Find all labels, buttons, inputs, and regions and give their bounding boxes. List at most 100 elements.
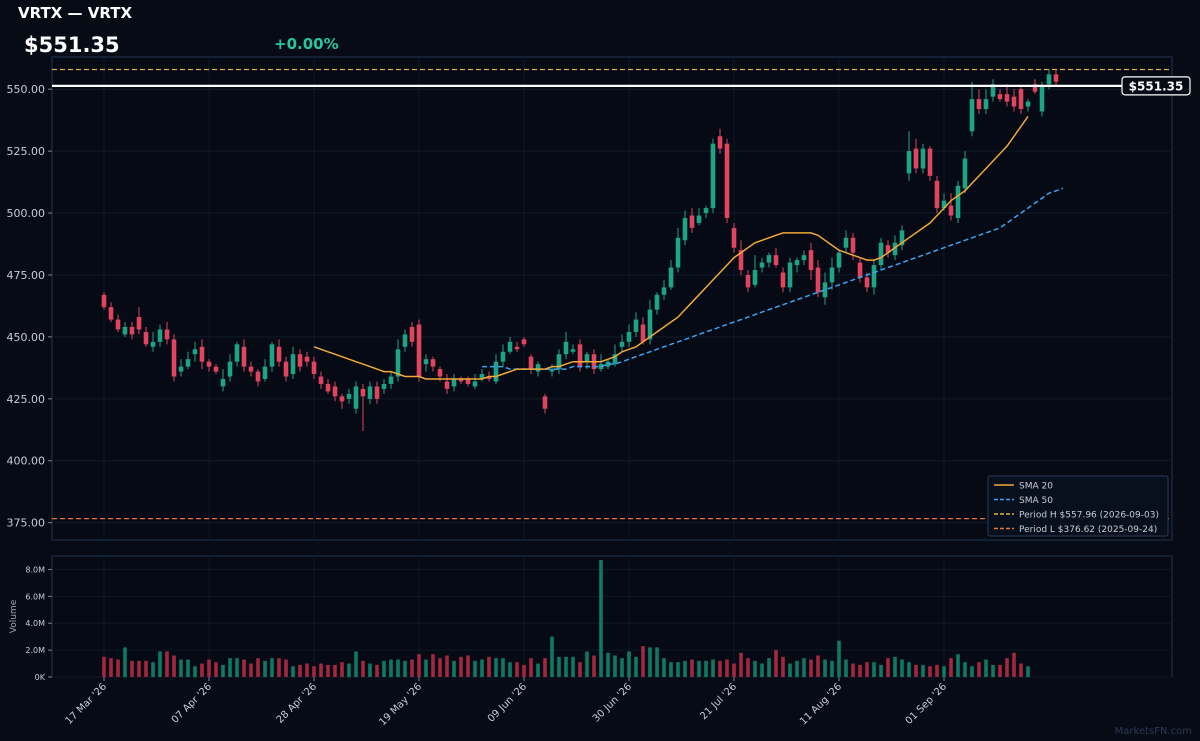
candle-body xyxy=(311,361,317,375)
volume-bar xyxy=(151,662,155,677)
volume-bar xyxy=(648,647,652,677)
candle-body xyxy=(647,309,653,340)
volume-bar xyxy=(809,659,813,677)
price-tick-label: 425.00 xyxy=(7,393,46,406)
x-tick-label: 17 Mar '26 xyxy=(64,681,110,727)
volume-bar xyxy=(277,658,281,677)
volume-bar xyxy=(914,664,918,677)
legend-label: Period H $557.96 (2026-09-03) xyxy=(1019,511,1159,521)
candle-body xyxy=(395,349,401,377)
candle-body xyxy=(787,262,793,288)
volume-bar xyxy=(1012,652,1016,677)
volume-bar xyxy=(837,640,841,677)
candle-body xyxy=(318,376,324,384)
volume-bar xyxy=(893,656,897,677)
candle-body xyxy=(1004,94,1010,102)
candle-body xyxy=(388,376,394,384)
volume-bar xyxy=(382,660,386,677)
volume-bar xyxy=(788,663,792,677)
candle-body xyxy=(948,205,954,216)
candle-body xyxy=(374,386,380,399)
volume-bar xyxy=(669,662,673,677)
candle-body xyxy=(122,326,128,335)
volume-bar xyxy=(410,659,414,677)
volume-bar xyxy=(165,651,169,677)
price-tick-label: 400.00 xyxy=(7,455,46,468)
volume-bar xyxy=(781,656,785,677)
volume-bar xyxy=(690,659,694,677)
volume-bar xyxy=(522,664,526,677)
candle-body xyxy=(955,185,961,218)
candle-body xyxy=(1039,86,1045,112)
candle-body xyxy=(969,99,975,132)
volume-bar xyxy=(739,652,743,677)
volume-bar xyxy=(760,663,764,677)
volume-bar xyxy=(312,666,316,677)
volume-bar xyxy=(711,659,715,677)
candle-body xyxy=(381,383,387,389)
candle-body xyxy=(745,274,751,288)
legend: SMA 20 SMA 50 Period H $557.96 (2026-09-03… xyxy=(987,475,1169,537)
price-tick-label: 525.00 xyxy=(7,145,46,158)
volume-bar xyxy=(578,662,582,677)
chart-title: VRTX — VRTX xyxy=(18,4,133,22)
volume-bar xyxy=(368,663,372,677)
candle-body xyxy=(472,381,478,387)
volume-axis-label: Volume xyxy=(9,599,19,633)
candle-body xyxy=(668,267,674,288)
volume-bar xyxy=(291,666,295,677)
volume-bar xyxy=(963,662,967,677)
candle-body xyxy=(584,354,590,362)
volume-bar xyxy=(256,658,260,677)
candle-body xyxy=(1053,74,1059,82)
volume-bar xyxy=(515,662,519,677)
candle-body xyxy=(773,255,779,266)
volume-bar xyxy=(998,664,1002,677)
volume-bar xyxy=(431,654,435,677)
volume-bar xyxy=(228,658,232,677)
volume-bar xyxy=(340,662,344,677)
volume-bar xyxy=(137,660,141,677)
volume-bar xyxy=(662,658,666,677)
volume-bar xyxy=(935,664,939,677)
candle-body xyxy=(892,242,898,256)
volume-bar xyxy=(886,658,890,677)
volume-bar xyxy=(725,659,729,677)
x-tick-label: 21 Jul '26 xyxy=(698,681,739,722)
candle-body xyxy=(234,344,240,362)
candle-body xyxy=(724,143,730,218)
price-tick-label: 475.00 xyxy=(7,269,46,282)
volume-bar xyxy=(529,658,533,677)
candle-body xyxy=(689,215,695,228)
volume-bar xyxy=(851,663,855,677)
volume-bar xyxy=(865,662,869,677)
volume-bar xyxy=(683,660,687,677)
candle-body xyxy=(983,99,989,110)
candle-body xyxy=(269,344,275,367)
volume-bar xyxy=(956,654,960,677)
candle-body xyxy=(465,379,471,384)
candle-body xyxy=(619,341,625,347)
volume-bar xyxy=(921,664,925,677)
candle-body xyxy=(220,379,226,387)
candle-body xyxy=(829,267,835,283)
candle-body xyxy=(325,383,331,392)
candle-body xyxy=(927,148,933,176)
candle-body xyxy=(423,359,429,365)
volume-bar xyxy=(417,654,421,677)
volume-bar xyxy=(641,646,645,677)
candle-body xyxy=(717,136,723,149)
candle-body xyxy=(976,99,982,110)
volume-bar xyxy=(424,659,428,677)
x-tick-label: 11 Aug '26 xyxy=(798,681,844,727)
candle-body xyxy=(843,237,849,248)
volume-bar xyxy=(704,660,708,677)
candle-body xyxy=(801,255,807,261)
candle-body xyxy=(1032,84,1038,92)
candle-body xyxy=(850,237,856,253)
legend-box xyxy=(987,475,1169,537)
candle-body xyxy=(521,339,527,345)
candle-body xyxy=(1046,74,1052,85)
candle-body xyxy=(780,272,786,288)
candle-body xyxy=(346,393,352,399)
